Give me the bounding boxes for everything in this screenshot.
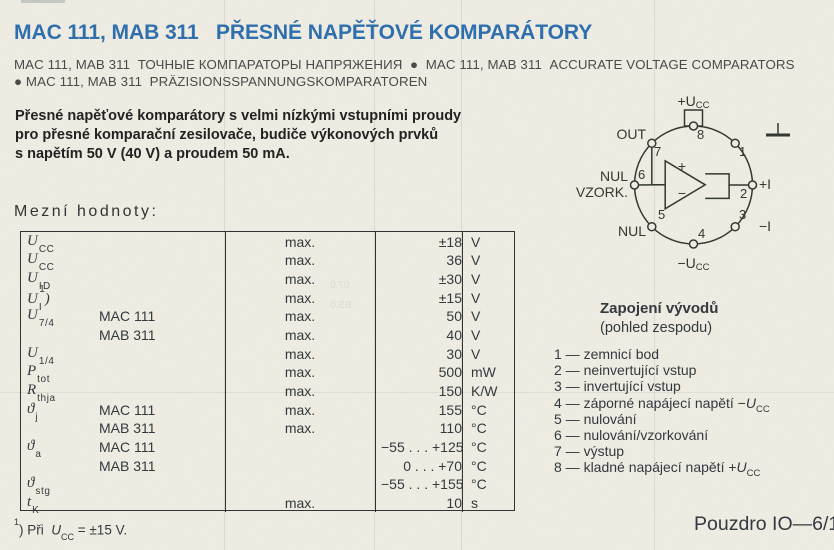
svg-text:NUL: NUL (600, 168, 628, 184)
svg-text:OUT: OUT (616, 126, 646, 142)
svg-text:3: 3 (739, 207, 746, 222)
svg-text:8: 8 (697, 127, 704, 142)
svg-text:−I: −I (759, 218, 771, 234)
svg-text:5: 5 (658, 207, 665, 222)
svg-text:7: 7 (654, 144, 661, 159)
svg-text:4: 4 (698, 226, 705, 241)
svg-text:VZORK.: VZORK. (576, 184, 628, 200)
svg-text:1: 1 (739, 144, 746, 159)
svg-text:−UCC: −UCC (677, 255, 709, 273)
svg-text:+UCC: +UCC (677, 95, 709, 111)
svg-text:+I: +I (759, 176, 771, 192)
svg-text:−: − (678, 185, 686, 201)
svg-text:NUL: NUL (618, 223, 646, 239)
svg-text:+: + (678, 158, 686, 174)
svg-text:6: 6 (638, 167, 645, 182)
svg-text:2: 2 (740, 186, 747, 201)
